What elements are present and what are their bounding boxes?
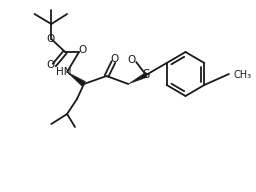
Polygon shape <box>67 72 86 86</box>
Text: O: O <box>46 34 55 44</box>
Polygon shape <box>128 73 147 84</box>
Text: S: S <box>142 69 150 81</box>
Text: O: O <box>110 54 119 64</box>
Text: O: O <box>46 60 55 70</box>
Text: HN: HN <box>56 67 72 77</box>
Text: O: O <box>79 45 87 55</box>
Text: CH₃: CH₃ <box>234 70 252 80</box>
Text: O: O <box>127 55 135 65</box>
